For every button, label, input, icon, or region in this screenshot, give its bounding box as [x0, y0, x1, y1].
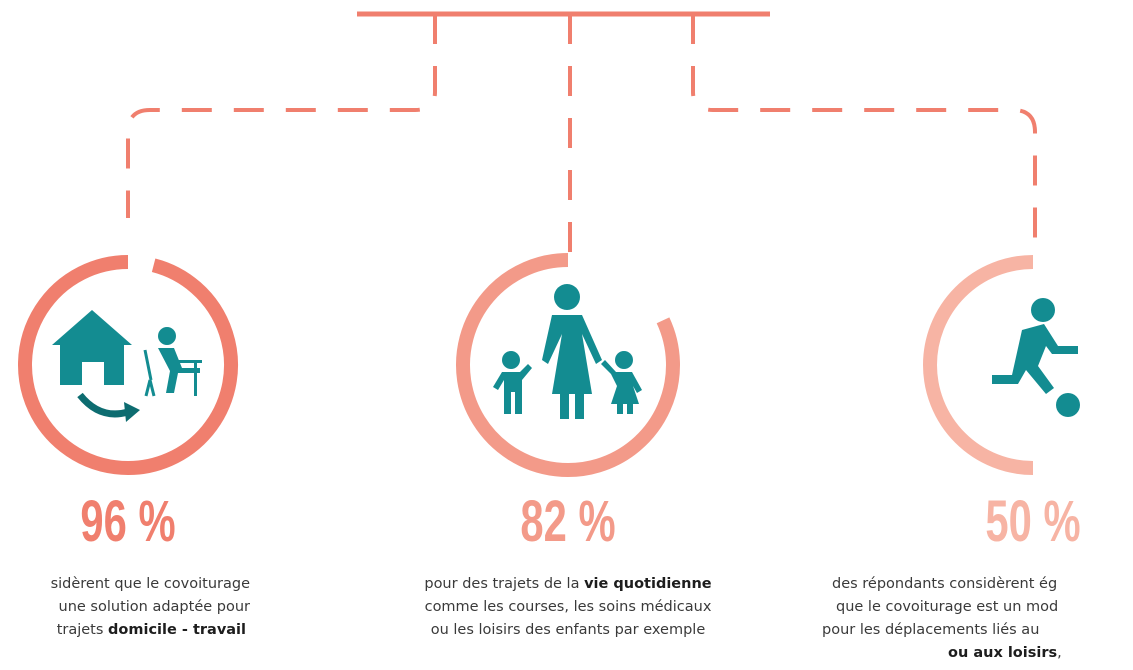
description-line: une solution adaptée pour — [59, 599, 251, 615]
text: une solution adaptée pour — [59, 599, 251, 615]
ring-arc — [923, 255, 1034, 475]
ring-arc — [18, 255, 238, 475]
text: ou les loisirs des enfants par exemple — [431, 622, 706, 638]
description-line: pour les déplacements liés au — [822, 622, 1039, 638]
highlight: vie quotidienne — [584, 576, 712, 592]
connector — [126, 14, 437, 218]
description-line: des répondants considèrent ég — [832, 576, 1057, 592]
connector — [691, 14, 1037, 258]
text: , — [1057, 645, 1062, 661]
ring-arc — [456, 253, 680, 477]
percent: 82 % — [520, 488, 615, 553]
text: des répondants considèrent ég — [832, 576, 1057, 592]
description-line: ou les loisirs des enfants par exemple — [431, 622, 706, 638]
text: comme les courses, les soins médicaux — [425, 599, 712, 615]
text: que le covoiturage est un mod — [836, 599, 1058, 615]
text: pour des trajets de la — [424, 576, 584, 592]
highlight: domicile - travail — [108, 622, 246, 638]
highlight: ou aux loisirs — [948, 645, 1057, 661]
icon-home-work — [52, 310, 202, 422]
description-line: comme les courses, les soins médicaux — [425, 599, 712, 615]
percent: 50 % — [985, 488, 1080, 553]
icon-family — [493, 284, 642, 419]
description-line: pour des trajets de la vie quotidienne — [424, 576, 711, 592]
icon-football — [992, 298, 1080, 417]
description-line: ou aux loisirs, — [948, 645, 1062, 661]
text: pour les déplacements liés au — [822, 622, 1039, 638]
text: trajets — [57, 622, 108, 638]
description-line: que le covoiturage est un mod — [836, 599, 1058, 615]
percent: 96 % — [80, 488, 175, 553]
description-line: trajets domicile - travail — [57, 622, 246, 638]
description-line: sidèrent que le covoiturage — [51, 576, 250, 592]
text: sidèrent que le covoiturage — [51, 576, 250, 592]
